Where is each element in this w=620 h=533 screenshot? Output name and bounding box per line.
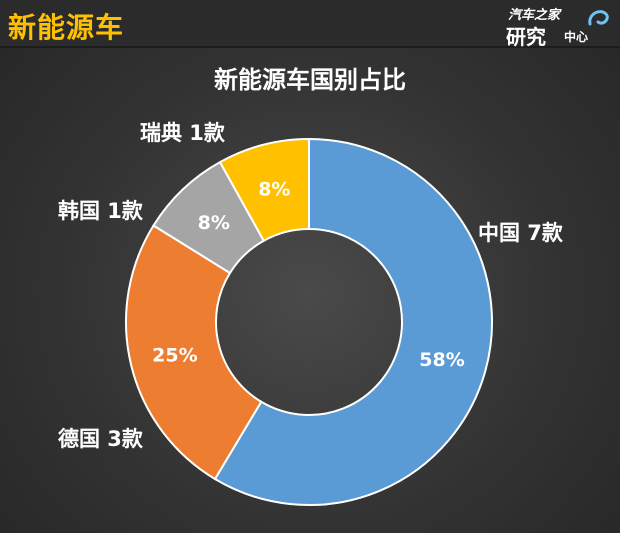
brand-logo: 汽车之家 研究 中心 — [504, 2, 614, 49]
logo-text-sub: 中心 — [564, 30, 589, 44]
category-label-2: 韩国 1款 — [58, 199, 144, 223]
donut-slice-1 — [125, 224, 263, 481]
category-label-0: 中国 7款 — [478, 221, 564, 245]
header-bar: 新能源车 汽车之家 研究 中心 — [0, 0, 620, 49]
slice-value-label-3: 8% — [258, 178, 290, 200]
logo-text-top: 汽车之家 — [508, 8, 561, 23]
slice-value-label-1: 25% — [152, 345, 197, 367]
slice-value-label-0: 58% — [419, 349, 464, 371]
chart-title: 新能源车国别占比 — [214, 66, 406, 94]
section-title: 新能源车 — [8, 11, 125, 44]
donut-slice-3 — [218, 137, 310, 243]
category-label-3: 瑞典 1款 — [140, 121, 226, 145]
donut-slice-0 — [213, 137, 493, 506]
logo-text-main: 研究 — [506, 25, 546, 49]
logo-swirl-icon — [588, 10, 609, 26]
category-label-1: 德国 3款 — [58, 427, 144, 451]
slice-value-label-2: 8% — [198, 212, 230, 234]
